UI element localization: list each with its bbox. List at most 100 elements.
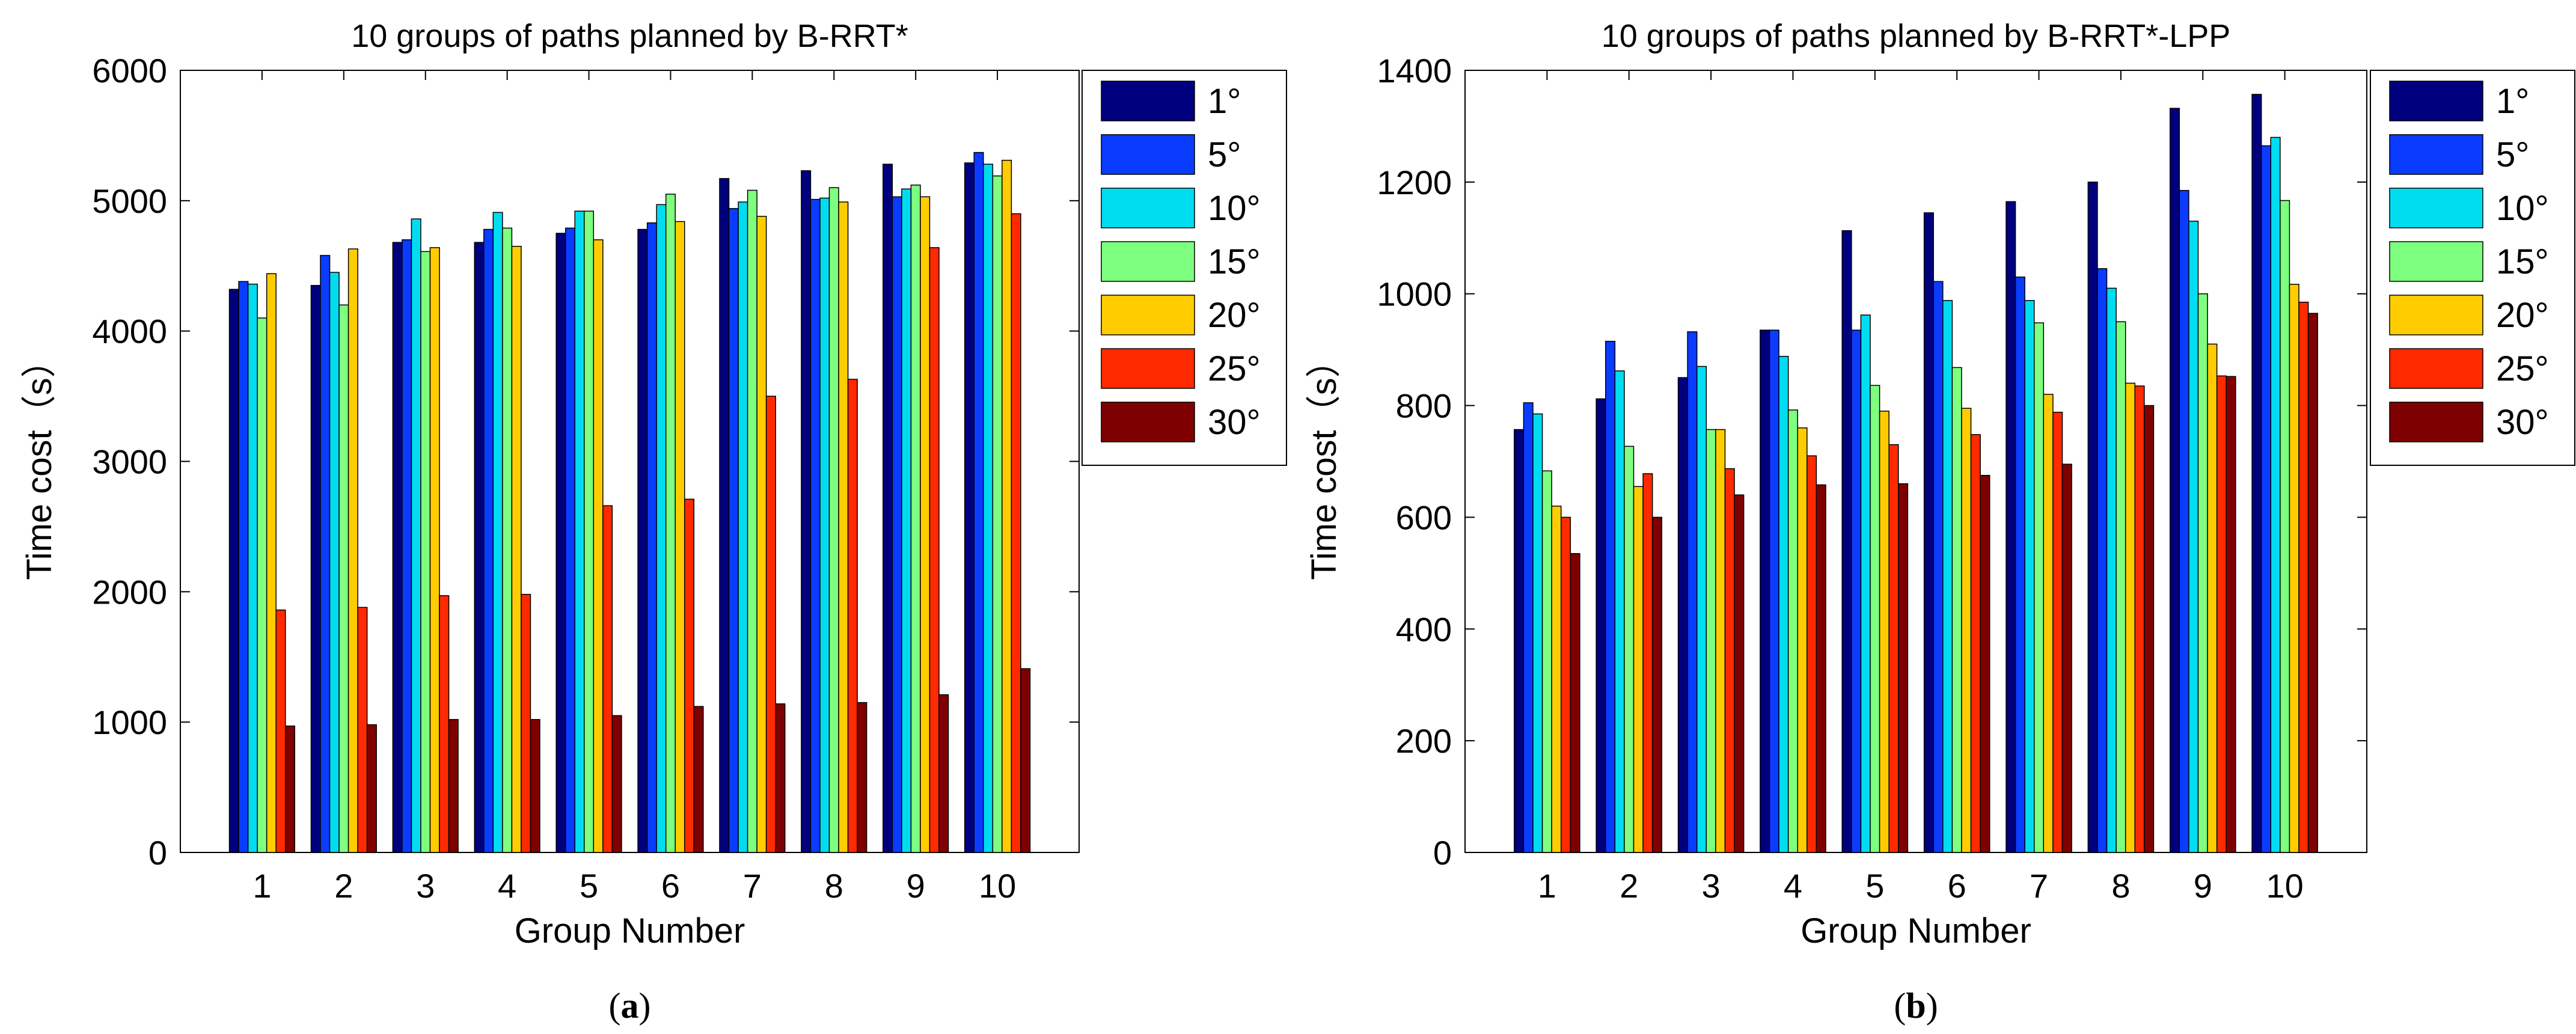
bar (1633, 486, 1644, 853)
x-axis-label: Group Number (515, 911, 745, 950)
bar (521, 593, 531, 853)
legend-swatch (2389, 241, 2483, 282)
legend-label: 25° (1208, 349, 1261, 388)
bar (2207, 343, 2218, 853)
bar (2144, 405, 2155, 853)
caption-paren-open: ( (1894, 986, 1906, 1026)
bar (584, 210, 595, 853)
bar (483, 228, 494, 853)
bar (492, 212, 503, 853)
bar (564, 227, 575, 853)
bar (983, 164, 994, 853)
legend-label: 30° (2496, 403, 2549, 442)
legend-swatch (1101, 295, 1195, 335)
legend-swatch (2389, 295, 2483, 335)
bar (1605, 340, 1616, 853)
bar (2179, 190, 2189, 853)
bar (429, 247, 440, 853)
bar (2289, 284, 2299, 853)
bar (828, 187, 839, 853)
bar (2125, 382, 2136, 853)
bar (1020, 668, 1031, 853)
x-tick-label: 1 (252, 867, 271, 905)
bar (1787, 409, 1798, 853)
bar (1651, 516, 1663, 853)
bar (1807, 455, 1817, 853)
x-tick-label: 10 (2266, 867, 2303, 905)
y-axis-label: Time cost（s） (1305, 343, 1344, 580)
bar (2052, 411, 2063, 853)
y-tick-label: 0 (1433, 834, 1452, 872)
legend-label: 5° (1208, 135, 1241, 174)
legend-swatch (2389, 134, 2483, 175)
bar (2270, 136, 2281, 853)
bar (2024, 300, 2035, 853)
bar (275, 609, 286, 853)
caption-paren-close: ) (639, 986, 651, 1026)
bar (1696, 366, 1707, 853)
bar (1923, 212, 1934, 853)
x-tick-label: 3 (416, 867, 435, 905)
bar (1532, 413, 1543, 853)
x-tick-label: 5 (1865, 867, 1884, 905)
bar (247, 283, 258, 853)
bar (2251, 94, 2262, 853)
bar (2097, 268, 2108, 853)
bar (257, 317, 268, 853)
bar (320, 255, 331, 853)
bar (530, 719, 540, 853)
x-tick-label: 8 (2111, 867, 2130, 905)
bar (1961, 408, 1972, 853)
y-tick-label: 600 (1396, 498, 1452, 536)
legend-label: 20° (2496, 296, 2549, 335)
bar (228, 289, 239, 853)
bar (329, 272, 340, 853)
y-tick-label: 1200 (1377, 164, 1452, 201)
x-tick-label: 9 (2194, 867, 2212, 905)
bar (847, 379, 858, 853)
bar (2169, 108, 2180, 853)
x-tick-label: 2 (1620, 867, 1638, 905)
bar (675, 221, 685, 853)
x-tick-label: 7 (743, 867, 762, 905)
bar (1797, 427, 1808, 853)
bar (646, 222, 657, 853)
bar (665, 194, 676, 853)
legend-label: 20° (1208, 296, 1261, 335)
bar (420, 251, 431, 853)
bar (756, 216, 767, 853)
legend-swatch (2389, 348, 2483, 389)
chart-title: 10 groups of paths planned by B-RRT*-LPP (1602, 18, 2231, 54)
bar (901, 188, 912, 853)
bar (1951, 367, 1962, 853)
y-axis-label: Time cost（s） (20, 343, 59, 580)
bar (2260, 145, 2272, 853)
bar (684, 498, 695, 853)
legend-label: 25° (2496, 349, 2549, 388)
y-tick-label: 5000 (92, 182, 167, 220)
bar (1677, 377, 1688, 853)
bar (1002, 159, 1012, 853)
bar (1614, 370, 1625, 853)
bar (810, 198, 821, 853)
legend-swatch (2389, 402, 2483, 442)
bar (392, 242, 403, 853)
bar (1898, 483, 1909, 853)
bar (656, 204, 667, 853)
bar (964, 162, 975, 853)
x-tick-label: 1 (1538, 867, 1556, 905)
bar (693, 706, 704, 853)
bar (2280, 200, 2290, 853)
bar (1860, 314, 1871, 853)
bar (602, 505, 613, 853)
legend-swatch (1101, 81, 1195, 121)
legend-label: 10° (1208, 189, 1261, 228)
bar (2134, 385, 2145, 853)
bar (1541, 470, 1552, 853)
bar (938, 694, 949, 853)
bar (347, 248, 358, 853)
caption-letter: b (1906, 986, 1926, 1026)
bar (2106, 287, 2117, 853)
x-tick-label: 10 (979, 867, 1016, 905)
y-tick-label: 0 (148, 834, 167, 872)
